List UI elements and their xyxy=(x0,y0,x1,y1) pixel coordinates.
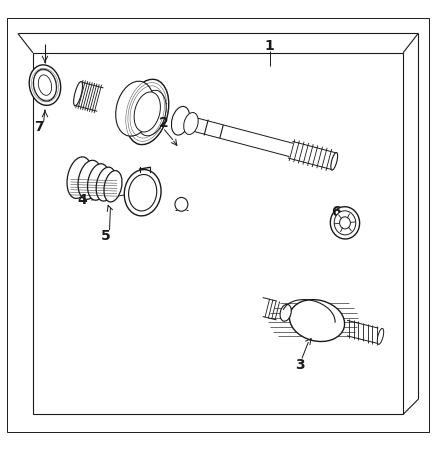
Ellipse shape xyxy=(96,167,116,201)
Ellipse shape xyxy=(136,90,166,136)
Ellipse shape xyxy=(331,153,337,170)
Text: 5: 5 xyxy=(101,229,111,243)
Ellipse shape xyxy=(88,164,109,200)
Text: 3: 3 xyxy=(295,358,305,372)
Ellipse shape xyxy=(377,328,384,344)
Ellipse shape xyxy=(340,217,351,229)
Ellipse shape xyxy=(280,304,291,321)
Ellipse shape xyxy=(38,75,51,95)
Ellipse shape xyxy=(126,79,169,144)
Text: 6: 6 xyxy=(331,205,341,219)
Ellipse shape xyxy=(74,81,82,106)
Ellipse shape xyxy=(29,65,61,105)
Ellipse shape xyxy=(116,81,154,136)
Ellipse shape xyxy=(184,112,198,135)
Text: 1: 1 xyxy=(265,39,275,54)
Ellipse shape xyxy=(334,211,356,235)
Ellipse shape xyxy=(129,175,157,211)
Text: 2: 2 xyxy=(159,116,169,130)
Ellipse shape xyxy=(290,300,344,342)
Ellipse shape xyxy=(124,170,161,216)
Ellipse shape xyxy=(78,160,102,199)
Text: 4: 4 xyxy=(78,193,87,207)
Ellipse shape xyxy=(104,171,122,202)
Ellipse shape xyxy=(67,157,92,198)
Ellipse shape xyxy=(171,107,190,135)
Ellipse shape xyxy=(175,198,188,211)
Text: 7: 7 xyxy=(34,120,44,134)
Ellipse shape xyxy=(134,92,160,132)
Ellipse shape xyxy=(34,69,56,101)
Ellipse shape xyxy=(330,207,360,239)
